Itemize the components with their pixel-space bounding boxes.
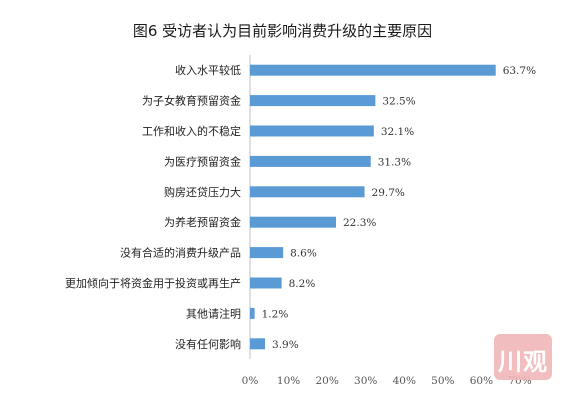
x-tick-label: 10% (277, 375, 300, 387)
category-label: 其他请注明 (186, 306, 241, 320)
category-label: 没有合适的消费升级产品 (120, 246, 241, 260)
category-label: 为养老预留资金 (164, 215, 241, 229)
bar (250, 216, 337, 228)
bar (250, 277, 282, 289)
data-label: 31.3% (378, 156, 411, 168)
category-label: 更加倾向于将资金用于投资或再生产 (65, 276, 241, 290)
data-label: 32.1% (381, 126, 414, 138)
category-label: 工作和收入的不稳定 (142, 124, 241, 138)
data-label: 8.2% (289, 278, 316, 290)
category-label: 购房还贷压力大 (164, 185, 241, 199)
bar (250, 64, 496, 76)
bar (250, 155, 371, 167)
category-label: 为子女教育预留资金 (142, 94, 241, 108)
bar (250, 186, 365, 198)
x-tick-label: 20% (315, 375, 338, 387)
data-label: 29.7% (372, 187, 405, 199)
x-tick-label: 40% (393, 375, 416, 387)
bar (250, 95, 376, 107)
data-label: 22.3% (343, 217, 376, 229)
category-label: 为医疗预留资金 (164, 154, 241, 168)
data-label: 8.6% (290, 248, 317, 260)
bar (250, 125, 374, 137)
watermark-logo: 川观 (494, 334, 552, 380)
chart-title: 图6 受访者认为目前影响消费升级的主要原因 (132, 22, 433, 40)
data-label: 32.5% (382, 96, 415, 108)
x-tick-label: 50% (431, 375, 454, 387)
category-label: 没有任何影响 (175, 337, 241, 351)
x-tick-label: 0% (242, 375, 259, 387)
data-label: 3.9% (272, 339, 299, 351)
bar (250, 247, 284, 259)
data-label: 63.7% (503, 65, 536, 77)
category-label: 收入水平较低 (175, 63, 241, 77)
bar (250, 307, 255, 319)
watermark-text: 川观 (498, 348, 548, 376)
x-tick-label: 30% (354, 375, 377, 387)
x-tick-label: 60% (470, 375, 493, 387)
data-label: 1.2% (262, 308, 289, 320)
bar (250, 338, 266, 350)
